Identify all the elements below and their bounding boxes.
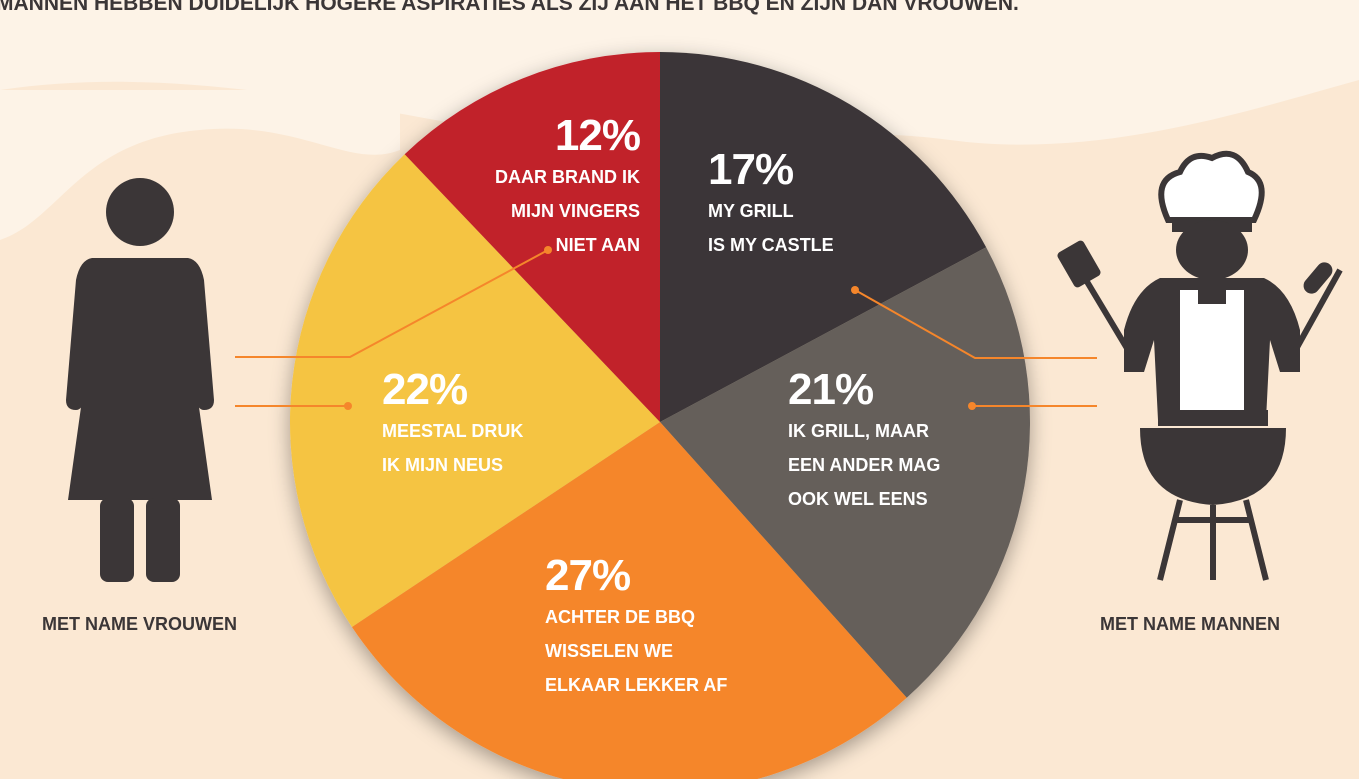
value-label: 27% [545,551,631,600]
annotation: MET NAME VROUWEN [42,614,237,634]
background-wave [0,90,400,240]
value-label: 17% [708,145,794,194]
pie-slice [290,154,660,627]
man-icon [1057,150,1343,581]
pie-slice [351,422,907,779]
pie-slice [660,52,987,422]
value-label: 12% [554,111,641,160]
slice-label: ACHTER DE BBQ WISSELEN WE ELKAAR LEKKER … [545,607,728,695]
pie-slice [660,247,1030,698]
value-label: 22% [382,365,468,414]
annotation: MET NAME MANNEN [1100,614,1280,634]
slice-label: MY GRILL IS MY CASTLE [708,201,834,255]
connector-dots [344,246,976,410]
pie-slice [404,52,660,422]
slice-label: IK GRILL, MAAR EEN ANDER MAG OOK WEL EEN… [788,421,941,509]
woman-icon [66,178,214,582]
value-label: 21% [788,365,874,414]
slice-label: MEESTAL DRUK IK MIJN NEUS [382,421,524,475]
chart-title: MANNEN HEBBEN DUIDELIJK HOGERE ASPIRATIE… [0,0,1019,15]
connectors [235,249,1097,407]
slice-label: DAAR BRAND IK MIJN VINGERS NIET AAN [495,167,640,255]
pie [290,52,1030,779]
